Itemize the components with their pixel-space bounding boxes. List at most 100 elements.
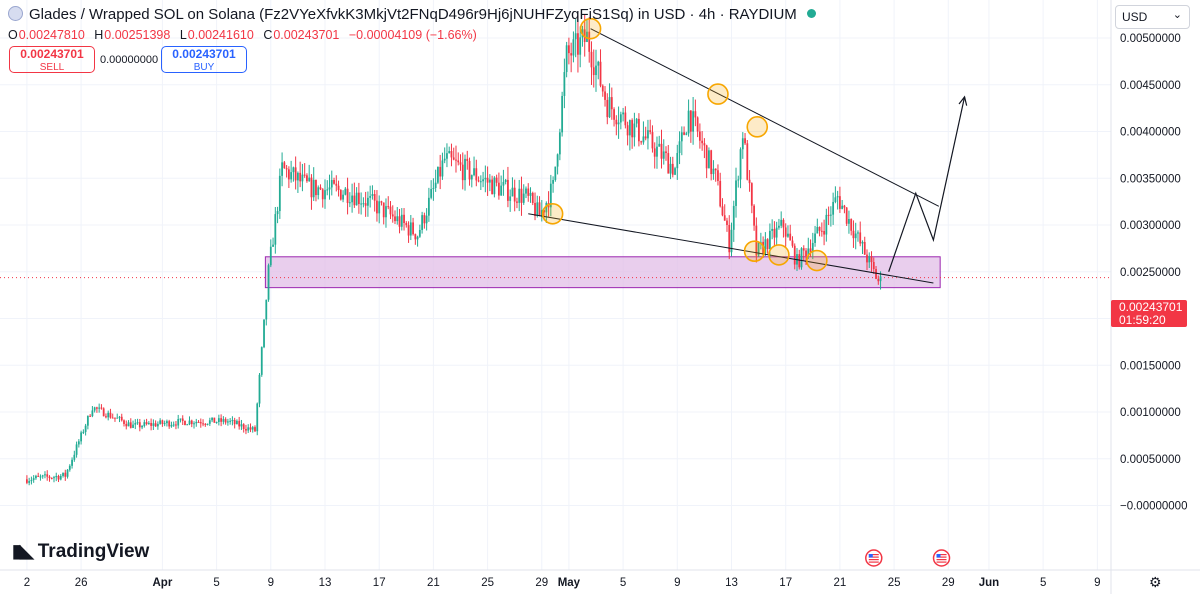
candle-body[interactable] (93, 407, 96, 411)
candle-body[interactable] (342, 194, 344, 200)
candle-body[interactable] (601, 85, 604, 92)
candle-body[interactable] (859, 232, 862, 244)
candle-body[interactable] (258, 374, 261, 404)
candle-body[interactable] (452, 157, 455, 160)
candle-body[interactable] (619, 114, 622, 123)
candle-body[interactable] (732, 205, 735, 230)
candle-body[interactable] (68, 465, 71, 470)
candle-body[interactable] (863, 241, 866, 255)
candle-body[interactable] (459, 162, 462, 165)
candle-body[interactable] (73, 454, 76, 460)
candle-body[interactable] (364, 203, 367, 206)
candle-body[interactable] (870, 256, 873, 263)
candle-body[interactable] (703, 143, 706, 146)
candle-body[interactable] (285, 168, 288, 170)
candle-body[interactable] (617, 122, 620, 125)
candle-body[interactable] (120, 416, 123, 421)
candle-body[interactable] (150, 422, 153, 426)
candle-body[interactable] (30, 479, 33, 482)
candle-body[interactable] (245, 428, 247, 431)
candle-body[interactable] (714, 168, 717, 171)
candle-body[interactable] (355, 192, 358, 206)
candle-body[interactable] (811, 242, 814, 253)
candle-body[interactable] (488, 179, 491, 183)
candle-body[interactable] (195, 421, 198, 424)
candle-body[interactable] (319, 187, 322, 190)
candle-body[interactable] (256, 403, 259, 432)
candle-body[interactable] (297, 172, 299, 181)
candle-body[interactable] (656, 146, 658, 157)
candle-body[interactable] (357, 192, 360, 205)
candle-body[interactable] (800, 248, 803, 268)
candle-body[interactable] (154, 423, 157, 427)
candle-body[interactable] (26, 479, 28, 483)
candle-body[interactable] (138, 422, 141, 428)
candle-body[interactable] (520, 188, 523, 203)
time-axis[interactable]: 2 26 Apr 5 9 13 17 21 25 29 May 5 9 13 17 21 25 29 Jun 5 9 (24, 577, 1101, 589)
candle-body[interactable] (635, 118, 638, 124)
candle-body[interactable] (563, 72, 566, 96)
candle-body[interactable] (186, 424, 189, 426)
candle-body[interactable] (513, 187, 516, 202)
candle-body[interactable] (579, 37, 582, 55)
candle-body[interactable] (538, 202, 541, 217)
candle-body[interactable] (376, 200, 378, 214)
candle-body[interactable] (380, 201, 383, 203)
candle-body[interactable] (723, 215, 726, 221)
candle-body[interactable] (86, 415, 89, 426)
candle-body[interactable] (55, 475, 58, 478)
candle-body[interactable] (213, 417, 216, 423)
candle-body[interactable] (301, 174, 304, 182)
candle-body[interactable] (37, 475, 40, 477)
candle-body[interactable] (802, 248, 805, 251)
candle-body[interactable] (780, 219, 783, 226)
candle-body[interactable] (188, 420, 191, 425)
candle-body[interactable] (278, 175, 281, 212)
currency-select[interactable]: USD ⌄ (1115, 5, 1190, 29)
candle-body[interactable] (57, 475, 60, 480)
candle-body[interactable] (317, 187, 320, 196)
candle-body[interactable] (588, 31, 591, 52)
gear-icon[interactable]: ⚙ (1149, 574, 1162, 590)
candle-body[interactable] (536, 202, 539, 216)
candle-body[interactable] (427, 197, 430, 216)
candle-body[interactable] (179, 418, 182, 420)
candle-body[interactable] (333, 179, 335, 184)
candle-body[interactable] (276, 211, 279, 215)
candle-body[interactable] (53, 477, 55, 479)
candle-body[interactable] (739, 149, 742, 180)
candle-body[interactable] (660, 143, 663, 159)
candle-body[interactable] (540, 210, 543, 217)
sell-button[interactable]: 0.00243701 SELL (9, 46, 95, 73)
candle-body[interactable] (502, 181, 505, 186)
candle-body[interactable] (527, 188, 530, 196)
candle-body[interactable] (737, 179, 740, 181)
candle-body[interactable] (80, 432, 82, 442)
candle-body[interactable] (339, 189, 342, 200)
candle-body[interactable] (143, 422, 146, 427)
candle-body[interactable] (685, 133, 688, 135)
candle-body[interactable] (220, 418, 223, 422)
candle-body[interactable] (89, 415, 92, 417)
candle-body[interactable] (818, 226, 821, 231)
candle-body[interactable] (705, 145, 708, 169)
candle-body[interactable] (450, 151, 453, 158)
candle-body[interactable] (166, 421, 168, 424)
candle-body[interactable] (249, 427, 252, 430)
candle-body[interactable] (595, 65, 597, 76)
candle-body[interactable] (787, 233, 789, 237)
candle-body[interactable] (482, 179, 484, 182)
candle-body[interactable] (771, 228, 774, 231)
candle-body[interactable] (568, 45, 570, 54)
candle-body[interactable] (287, 169, 290, 180)
candle-body[interactable] (879, 276, 882, 282)
candle-body[interactable] (615, 119, 618, 125)
candle-body[interactable] (829, 214, 832, 216)
candle-body[interactable] (251, 427, 254, 430)
candle-body[interactable] (181, 418, 184, 421)
candle-body[interactable] (766, 239, 769, 250)
candle-body[interactable] (556, 154, 559, 167)
candle-body[interactable] (44, 474, 46, 476)
candle-body[interactable] (229, 420, 232, 422)
candle-body[interactable] (394, 216, 396, 222)
